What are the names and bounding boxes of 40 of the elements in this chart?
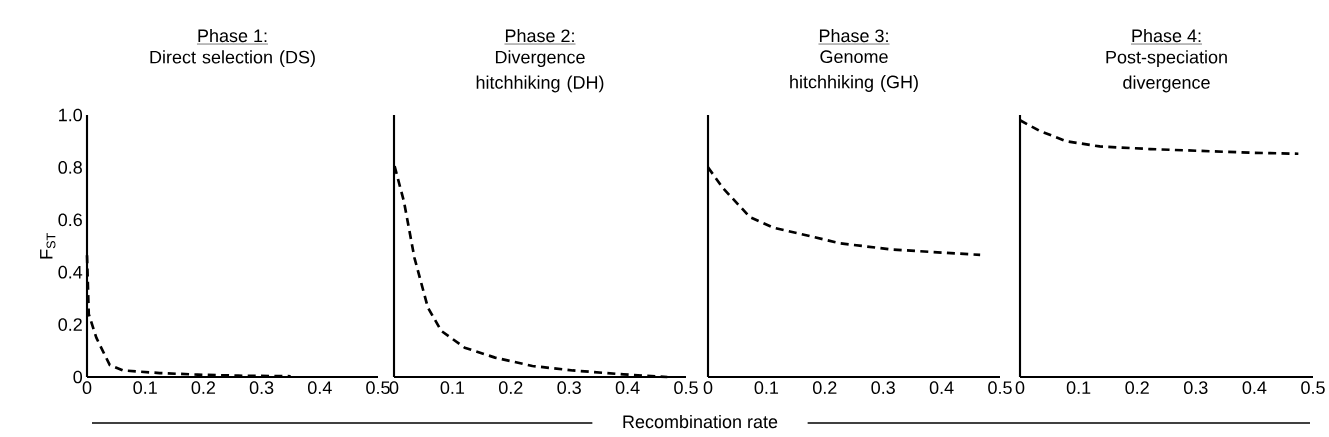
chart-subtitle: Genome hitchhiking (GH) (790, 50, 918, 92)
x-tick-label: 0.2 (813, 381, 837, 394)
x-tick-label: 0.4 (929, 381, 954, 394)
x-tick-label: 0 (1015, 381, 1025, 394)
x-tick-label: 0.4 (308, 381, 332, 394)
x-tick-label: 0.3 (557, 381, 581, 394)
chart-title: Phase 2: (505, 28, 574, 43)
y-axis-title: F$_{ST}$ (40, 233, 56, 259)
chart-title: Phase 3: (819, 28, 888, 43)
x-tick-label: 0.3 (871, 381, 895, 394)
x-tick-label: 0.5 (988, 381, 1012, 394)
x-tick-label: 0.1 (440, 381, 465, 394)
x-tick-label: 0.3 (249, 381, 274, 394)
x-tick-label: 0.2 (499, 381, 523, 394)
x-tick-label: 0.2 (1125, 381, 1149, 394)
x-tick-label: 0.5 (674, 381, 698, 394)
x-tick-label: 0 (703, 381, 713, 394)
y-tick-label: 0.4 (58, 265, 83, 279)
x-tick-label: 0.2 (191, 381, 216, 394)
chart-title: Phase 1: (198, 28, 267, 43)
x-tick-label: 0 (82, 381, 92, 394)
x-tick-label: 0.1 (754, 381, 779, 394)
x-tick-label: 0.4 (615, 381, 640, 394)
y-tick-label: 0.6 (58, 213, 82, 227)
x-tick-label: 0.5 (366, 381, 390, 394)
x-axis-title: Recombination rate (623, 414, 778, 429)
x-tick-label: 0.5 (1301, 381, 1325, 394)
y-tick-label: 0.8 (58, 161, 82, 174)
chart-subtitle: Direct selection (DS) (150, 50, 315, 68)
x-tick-label: 0 (389, 381, 399, 394)
chart-subtitle: Divergence hitchhiking (DH) (476, 50, 604, 93)
x-tick-label: 0.4 (1242, 381, 1267, 394)
x-tick-label: 0.3 (1184, 381, 1208, 394)
x-tick-label: 0.1 (133, 381, 157, 394)
y-tick-label: 1.0 (59, 108, 83, 122)
chart-title: Phase 4: (1132, 28, 1201, 43)
x-tick-label: 0.1 (1066, 381, 1091, 394)
y-tick-label: 0 (73, 370, 83, 384)
chart-subtitle: Post-speciation divergence (1106, 50, 1227, 93)
y-tick-label: 0.2 (58, 318, 82, 331)
